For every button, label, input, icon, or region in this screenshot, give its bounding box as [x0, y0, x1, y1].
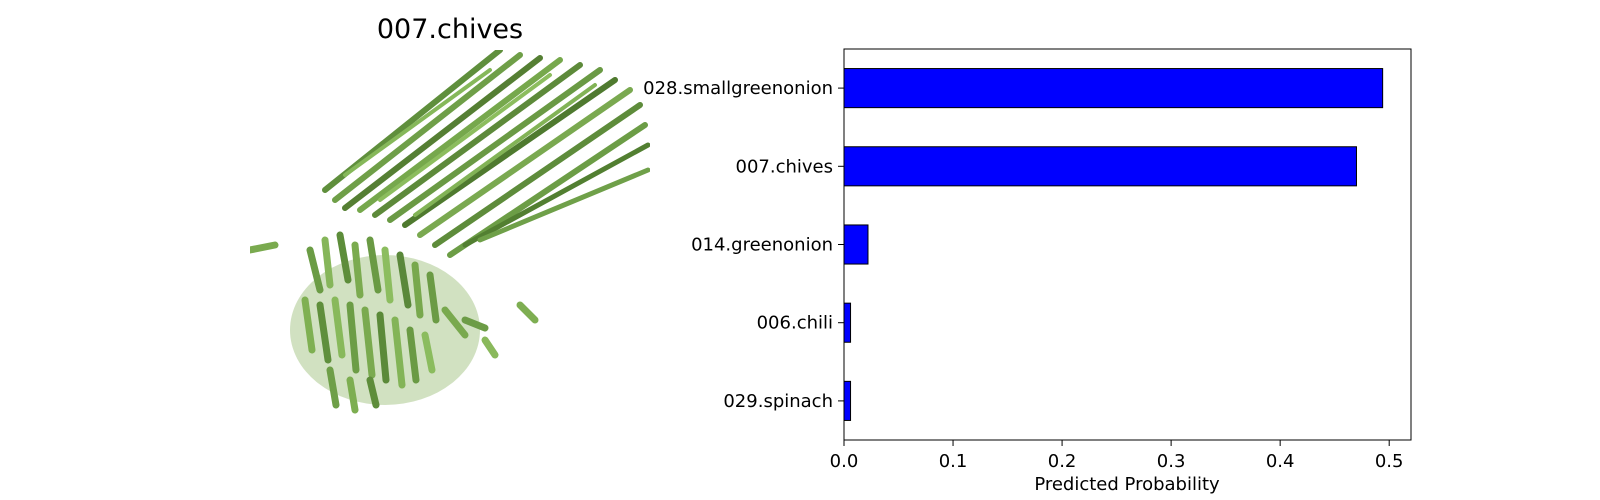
y-tick-label: 014.greenonion [691, 235, 833, 256]
y-tick-label: 007.chives [736, 156, 834, 177]
y-tick-label: 028.smallgreenonion [643, 78, 833, 99]
x-tick-label: 0.4 [1266, 451, 1295, 472]
x-tick-label: 0.3 [1157, 451, 1186, 472]
image-title: 007.chives [376, 14, 524, 45]
x-tick-label: 0.1 [939, 451, 968, 472]
x-axis-label: Predicted Probability [1034, 474, 1220, 495]
x-tick-label: 0.5 [1375, 451, 1404, 472]
bar-006.chili [843, 302, 852, 343]
y-tick-label: 029.spinach [723, 391, 833, 412]
x-tick-label: 0.0 [830, 451, 859, 472]
bar-029.spinach [843, 380, 852, 421]
y-tick-label: 006.chili [757, 313, 833, 334]
bar-014.greenonion [843, 224, 869, 265]
bar-007.chives [843, 146, 1357, 187]
bar-028.smallgreenonion [843, 68, 1384, 109]
x-tick-label: 0.2 [1048, 451, 1077, 472]
chives-photo [250, 50, 650, 450]
